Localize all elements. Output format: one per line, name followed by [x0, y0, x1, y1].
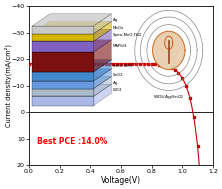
- Text: Best PCE :14.0%: Best PCE :14.0%: [37, 137, 107, 146]
- X-axis label: Voltage(V): Voltage(V): [101, 176, 141, 185]
- Y-axis label: Current density(mA/cm²): Current density(mA/cm²): [4, 44, 12, 127]
